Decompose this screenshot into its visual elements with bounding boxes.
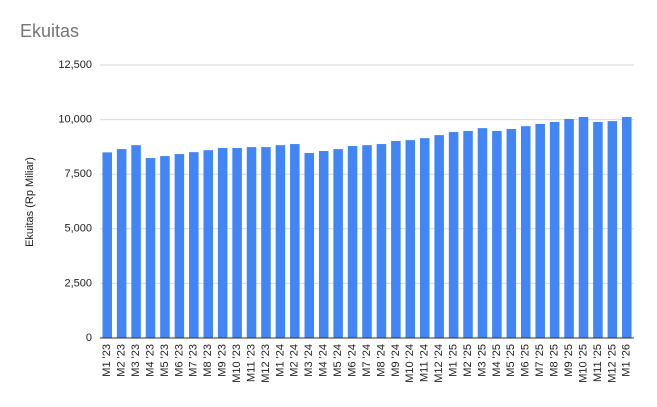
x-tick-label: M3 '24 [303, 344, 315, 377]
bar [217, 147, 228, 338]
x-tick-label: M12 '25 [606, 344, 618, 383]
x-tick-label: M5 '25 [505, 344, 517, 377]
x-tick-label: M4 '24 [318, 344, 330, 377]
x-tick-label: M7 '23 [188, 344, 200, 377]
bar [593, 122, 603, 338]
bar [506, 128, 517, 338]
bar [174, 154, 185, 338]
bar [145, 158, 156, 338]
bar [492, 130, 502, 338]
y-tick-label: 2,500 [64, 277, 92, 289]
bar [304, 153, 315, 338]
bar [333, 149, 343, 338]
x-tick-label: M8 '23 [202, 344, 214, 377]
x-tick-label: M6 '25 [520, 344, 532, 377]
x-tick-label: M3 '23 [130, 344, 142, 377]
bar [578, 116, 589, 338]
bar [434, 135, 444, 338]
x-tick-label: M5 '24 [332, 344, 344, 377]
y-tick-label: 5,000 [64, 223, 92, 235]
bar [607, 121, 618, 338]
chart-title: Ekuitas [20, 21, 79, 41]
x-tick-label: M1 '26 [621, 344, 633, 377]
x-tick-label: M7 '24 [361, 344, 373, 377]
x-tick-label: M8 '25 [549, 344, 561, 377]
bar [520, 126, 531, 338]
bar [160, 156, 170, 338]
x-tick-label: M2 '23 [116, 344, 128, 377]
x-tick-label: M9 '23 [217, 344, 229, 377]
bar [362, 145, 372, 338]
bar [131, 145, 141, 338]
x-tick-label: M11 '23 [245, 344, 257, 382]
y-tick-label: 0 [86, 332, 92, 344]
bar [347, 146, 358, 338]
bar [419, 138, 430, 338]
y-axis-label: Ekuitas (Rp Miliar) [24, 157, 36, 247]
x-tick-label: M12 '24 [433, 344, 445, 383]
bar [261, 147, 271, 338]
x-tick-label: M4 '23 [144, 344, 156, 377]
bar [275, 145, 286, 338]
x-tick-label: M6 '24 [346, 344, 358, 377]
x-tick-label: M10 '25 [577, 344, 589, 383]
bar [391, 141, 401, 338]
x-tick-label: M9 '24 [390, 344, 402, 377]
bar [622, 116, 632, 338]
x-tick-label: M2 '25 [462, 344, 474, 377]
x-tick-label: M11 '24 [419, 344, 431, 382]
x-tick-label: M6 '23 [173, 344, 185, 377]
x-tick-label: M1 '25 [448, 344, 460, 377]
x-tick-label: M12 '23 [260, 344, 272, 383]
x-tick-label: M10 '24 [404, 344, 416, 383]
x-tick-label: M3 '25 [476, 344, 488, 377]
bar [535, 123, 545, 338]
bar [564, 118, 574, 339]
bar [477, 128, 488, 338]
y-tick-label: 10,000 [58, 114, 92, 126]
x-tick-label: M1 '23 [101, 344, 113, 377]
bar [318, 151, 329, 338]
bar [376, 144, 387, 338]
bar [463, 130, 473, 338]
bar [405, 140, 416, 338]
bar [232, 147, 242, 338]
x-tick-label: M11 '25 [592, 344, 604, 382]
x-tick-label: M5 '23 [159, 344, 171, 377]
bar [549, 122, 560, 338]
x-tick-label: M7 '25 [534, 344, 546, 377]
x-tick-label: M1 '24 [274, 344, 286, 377]
x-tick-label: M4 '25 [491, 344, 503, 377]
x-tick-label: M9 '25 [563, 344, 575, 377]
bar [189, 152, 199, 338]
bar [290, 144, 300, 338]
bar [448, 132, 459, 338]
bar [102, 152, 112, 338]
x-tick-label: M2 '24 [289, 344, 301, 377]
bar [246, 147, 257, 338]
x-tick-label: M10 '23 [231, 344, 243, 383]
y-tick-label: 12,500 [58, 59, 92, 71]
bar [116, 149, 127, 338]
bar [203, 150, 214, 338]
x-tick-label: M8 '24 [375, 344, 387, 377]
y-tick-label: 7,500 [64, 168, 92, 180]
